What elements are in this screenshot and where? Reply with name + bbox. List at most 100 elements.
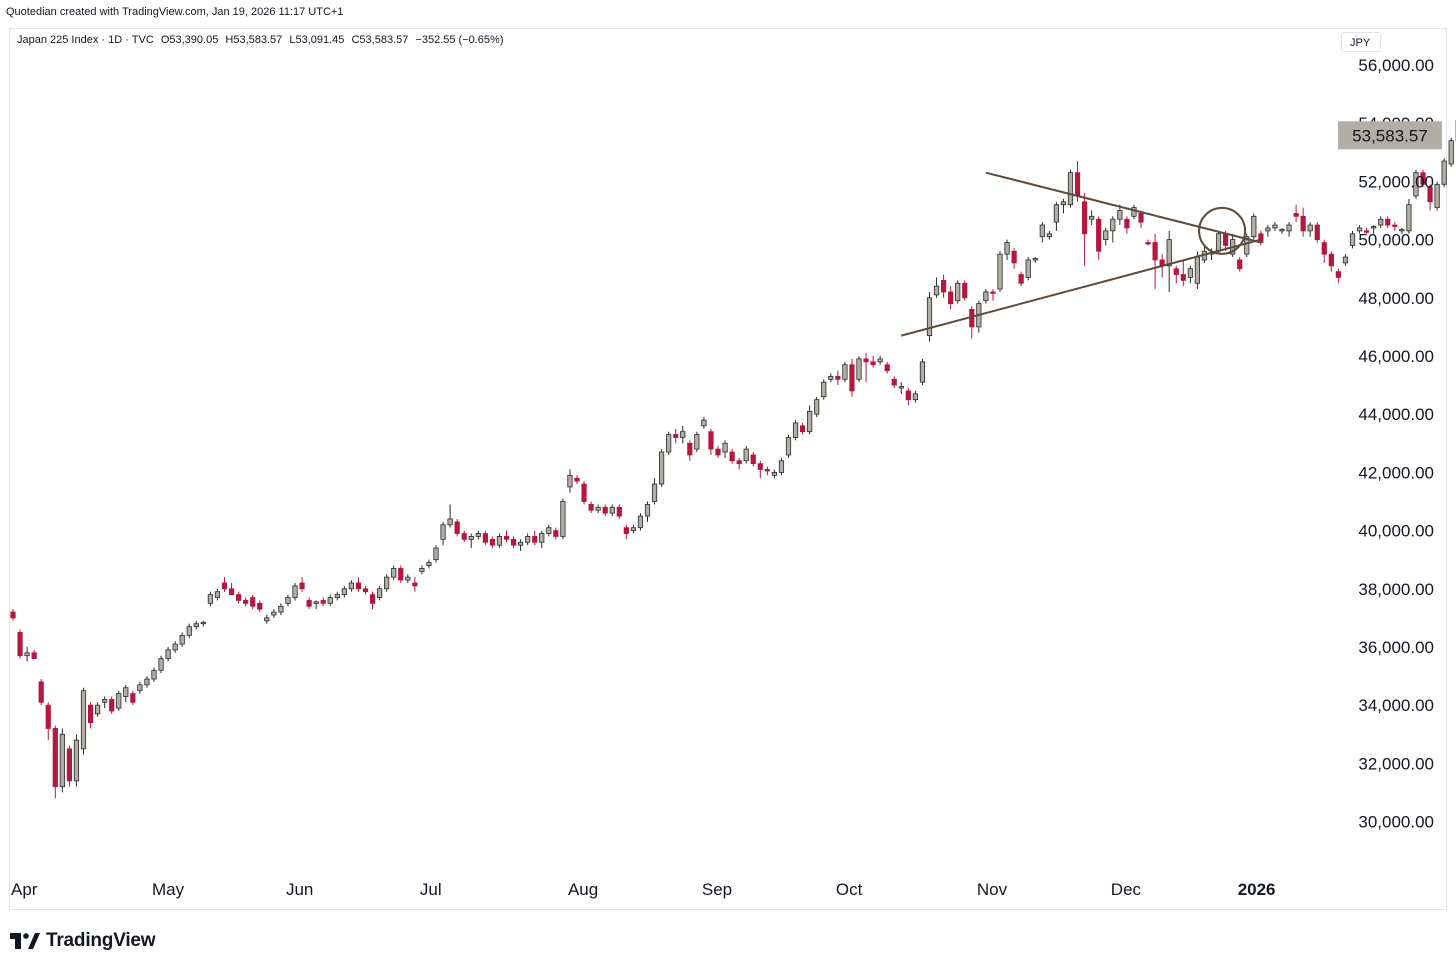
- candle-body: [1194, 256, 1200, 284]
- candle: [1004, 239, 1010, 260]
- candle-body: [482, 533, 488, 543]
- candle: [926, 291, 933, 342]
- candle-body: [898, 386, 904, 389]
- tradingview-logo[interactable]: TradingView: [10, 929, 156, 953]
- candle-body: [1279, 229, 1285, 232]
- candle: [102, 696, 108, 709]
- candle: [1399, 227, 1405, 234]
- candle-body: [235, 594, 242, 601]
- triangle-trendline[interactable]: [901, 238, 1262, 337]
- y-tick-label: 46,000.00: [1358, 347, 1434, 366]
- y-tick-label: 38,000.00: [1358, 580, 1434, 599]
- candle-body: [891, 378, 897, 386]
- candle-body: [1378, 218, 1384, 226]
- candle: [1032, 257, 1038, 263]
- candle-body: [398, 568, 404, 581]
- candle-body: [66, 748, 72, 782]
- candle-body: [849, 364, 855, 392]
- candle-body: [955, 282, 961, 302]
- candle-body: [560, 501, 566, 537]
- candle-body: [496, 536, 503, 546]
- candle: [659, 449, 665, 487]
- candle-body: [659, 451, 665, 485]
- candle: [179, 632, 185, 647]
- triangle-trendline[interactable]: [985, 171, 1262, 244]
- candle-body: [221, 582, 228, 590]
- candle: [285, 594, 291, 607]
- candle-body: [609, 506, 615, 514]
- candle-body: [764, 469, 770, 472]
- candle: [969, 306, 975, 339]
- candle: [334, 591, 340, 601]
- candle: [355, 577, 362, 592]
- candle: [1434, 181, 1440, 211]
- candle-body: [292, 585, 298, 598]
- candle-body: [59, 733, 65, 788]
- candle-body: [715, 448, 721, 456]
- candle: [391, 565, 397, 581]
- candle-body: [313, 601, 319, 604]
- symbol-label[interactable]: Japan 225 Index · 1D · TVC: [17, 34, 154, 46]
- candle-body: [666, 434, 672, 453]
- candle: [870, 356, 876, 368]
- candle: [1096, 216, 1102, 260]
- candle: [1011, 248, 1017, 269]
- candle-body: [1004, 242, 1010, 255]
- x-tick-label: Jun: [286, 880, 313, 899]
- candle-body: [419, 568, 425, 572]
- candle: [609, 504, 615, 517]
- candle-body: [602, 506, 608, 514]
- candle-body: [785, 437, 792, 456]
- candle-body: [391, 568, 397, 578]
- candle-body: [144, 678, 150, 686]
- candle: [962, 280, 968, 301]
- candle-body: [130, 693, 136, 703]
- candle-body: [1117, 210, 1123, 220]
- candle: [771, 469, 778, 479]
- candle-body: [95, 704, 101, 715]
- candle: [750, 452, 756, 467]
- y-tick-label: 34,000.00: [1358, 696, 1434, 715]
- candle: [426, 559, 432, 569]
- candle-body: [207, 594, 213, 604]
- candle-body: [214, 591, 221, 598]
- candle-body: [1096, 218, 1102, 252]
- candle: [384, 574, 390, 592]
- candle-body: [736, 460, 742, 465]
- candle: [912, 390, 919, 403]
- candle: [1300, 207, 1306, 237]
- candle: [327, 594, 333, 607]
- candle: [151, 667, 157, 682]
- ohlc-legend: Japan 225 Index · 1D · TVC O53,390.05 H5…: [17, 34, 508, 46]
- candle: [1117, 204, 1123, 226]
- candle-body: [1307, 224, 1313, 232]
- candle-body: [489, 538, 496, 546]
- candle: [1131, 204, 1137, 220]
- candle: [1371, 225, 1377, 234]
- candle-body: [983, 291, 989, 302]
- candle-body: [708, 431, 714, 450]
- candle: [369, 591, 376, 610]
- candle: [1413, 169, 1419, 199]
- currency-badge[interactable]: JPY: [1341, 32, 1381, 52]
- candle-body: [651, 483, 658, 502]
- candle-body: [926, 297, 933, 337]
- candle-body: [595, 506, 601, 511]
- candle: [1046, 230, 1052, 240]
- candle: [1173, 265, 1179, 284]
- candle: [1152, 233, 1158, 290]
- tradingview-logo-text: TradingView: [46, 930, 156, 951]
- candle: [461, 530, 467, 543]
- candle-body: [299, 582, 305, 590]
- breakout-circle[interactable]: [1198, 206, 1247, 255]
- candle-body: [1067, 172, 1074, 206]
- candle: [165, 647, 171, 662]
- chart-frame: [9, 28, 1447, 910]
- candle: [1321, 239, 1327, 263]
- candle-body: [919, 361, 926, 383]
- candle: [1448, 137, 1454, 167]
- candle: [45, 702, 51, 741]
- candle: [376, 585, 383, 601]
- candle: [17, 629, 23, 659]
